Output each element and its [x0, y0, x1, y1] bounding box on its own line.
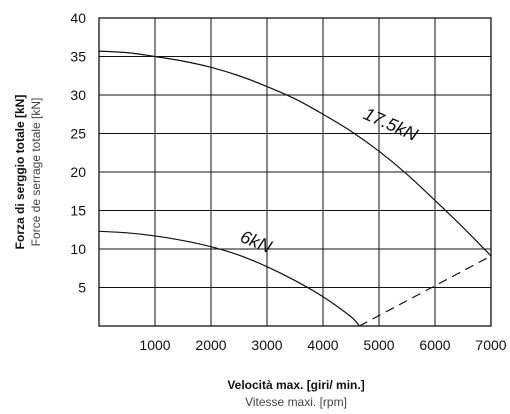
y-tick-label: 10 [70, 241, 86, 257]
chart-series [99, 51, 491, 326]
y-axis-title: Forza di serggio totale [kN] [13, 95, 27, 250]
curve-label: 17.5kN [361, 103, 422, 145]
x-tick-label: 6000 [419, 337, 450, 353]
y-tick-label: 25 [70, 126, 86, 142]
curve-label: 6kN [238, 226, 276, 257]
x-tick-label: 3000 [251, 337, 282, 353]
chart-grid [99, 18, 491, 326]
y-tick-label: 15 [70, 203, 86, 219]
x-tick-label: 5000 [363, 337, 394, 353]
y-tick-label: 20 [70, 164, 86, 180]
y-axis-subtitle: Force de serrage totale [kN] [29, 98, 43, 247]
y-tick-label: 5 [78, 280, 86, 296]
x-axis-title: Velocità max. [giri/ min.] [227, 378, 364, 392]
x-tick-label: 7000 [475, 337, 506, 353]
x-tick-label: 2000 [195, 337, 226, 353]
chart-curve-labels: 17.5kN 6kN [238, 103, 422, 257]
x-axis-subtitle: Vitesse maxi. [rpm] [245, 395, 347, 409]
y-tick-label: 35 [70, 49, 86, 65]
series-line-6kN [99, 231, 359, 326]
chart-ticks: 1000 2000 3000 4000 5000 6000 7000 5 10 15 20 25 30 3… [70, 10, 506, 353]
y-tick-label: 30 [70, 87, 86, 103]
x-tick-label: 4000 [307, 337, 338, 353]
y-tick-label: 40 [70, 10, 86, 26]
series-line-175kN [99, 51, 491, 256]
x-tick-label: 1000 [139, 337, 170, 353]
